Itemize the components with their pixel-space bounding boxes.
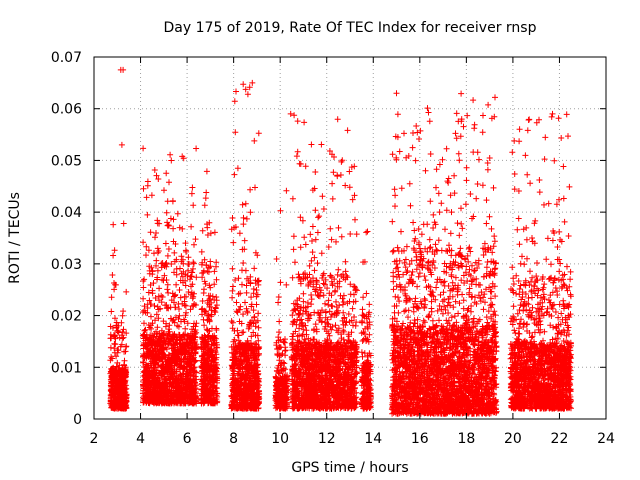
- x-tick-labels: 2 4 6 8 10 12 14 16 18 20 22 24: [90, 431, 615, 447]
- y-tick-label: 0.07: [51, 50, 82, 66]
- x-tick-label: 20: [504, 431, 522, 447]
- x-tick-label: 10: [271, 431, 289, 447]
- x-tick-label: 22: [551, 431, 569, 447]
- x-tick-label: 16: [411, 431, 429, 447]
- y-tick-labels: 0 0.01 0.02 0.03 0.04 0.05 0.06 0.07: [51, 50, 82, 428]
- grid-lines: [94, 57, 606, 419]
- y-tick-label: 0.03: [51, 257, 82, 273]
- data-points: [107, 66, 574, 417]
- x-tick-label: 12: [318, 431, 336, 447]
- chart-title: Day 175 of 2019, Rate Of TEC Index for r…: [164, 20, 537, 36]
- x-tick-label: 8: [229, 431, 238, 447]
- x-tick-label: 18: [457, 431, 475, 447]
- x-tick-label: 24: [597, 431, 615, 447]
- y-tick-label: 0.02: [51, 309, 82, 325]
- x-tick-label: 2: [90, 431, 99, 447]
- y-tick-label: 0.06: [51, 102, 82, 118]
- x-tick-label: 14: [364, 431, 382, 447]
- y-tick-label: 0.01: [51, 360, 82, 376]
- roti-plus-markers: [107, 66, 574, 417]
- y-tick-label: 0: [73, 412, 82, 428]
- y-tick-label: 0.05: [51, 153, 82, 169]
- x-axis-title: GPS time / hours: [291, 460, 408, 476]
- plot-frame: [93, 56, 607, 420]
- x-tick-label: 6: [183, 431, 192, 447]
- y-axis-title: ROTI / TECUs: [7, 192, 23, 284]
- axis-ticks: [93, 56, 607, 420]
- y-tick-label: 0.04: [51, 205, 82, 221]
- x-tick-label: 4: [136, 431, 145, 447]
